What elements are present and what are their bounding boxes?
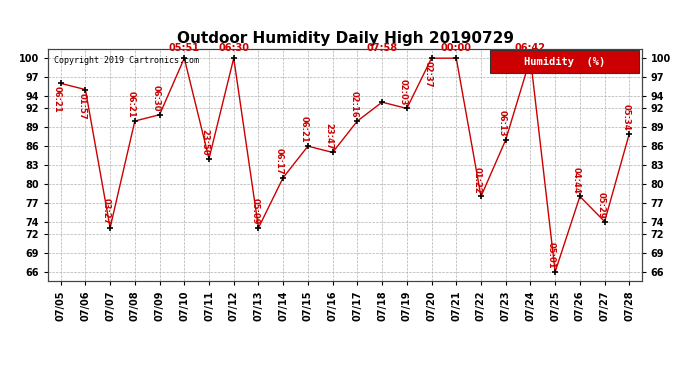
- Text: 06:30: 06:30: [151, 85, 160, 112]
- Text: 06:13: 06:13: [497, 110, 506, 137]
- Text: 02:03: 02:03: [399, 79, 408, 105]
- Text: 02:37: 02:37: [424, 62, 433, 88]
- Text: 00:00: 00:00: [441, 43, 472, 53]
- Text: 05:34: 05:34: [621, 104, 630, 130]
- FancyBboxPatch shape: [491, 50, 639, 73]
- Text: 05:09: 05:09: [250, 198, 259, 225]
- Title: Outdoor Humidity Daily High 20190729: Outdoor Humidity Daily High 20190729: [177, 31, 513, 46]
- Text: Copyright 2019 Cartronics.com: Copyright 2019 Cartronics.com: [55, 56, 199, 65]
- Text: 23:50: 23:50: [201, 129, 210, 156]
- Text: 05:51: 05:51: [169, 43, 200, 53]
- Text: 05:01: 05:01: [547, 242, 556, 268]
- Text: 05:29: 05:29: [596, 192, 605, 218]
- Text: 06:21: 06:21: [299, 116, 308, 143]
- Text: 03:27: 03:27: [102, 198, 111, 225]
- Text: 01:22: 01:22: [473, 166, 482, 193]
- Text: Humidity  (%): Humidity (%): [524, 57, 605, 66]
- Text: 06:21: 06:21: [127, 91, 136, 118]
- Text: 02:16: 02:16: [349, 91, 358, 118]
- Text: 06:30: 06:30: [218, 43, 249, 53]
- Text: 01:57: 01:57: [77, 93, 86, 119]
- Text: 06:17: 06:17: [275, 148, 284, 174]
- Text: 04:44: 04:44: [572, 166, 581, 193]
- Text: 23:47: 23:47: [324, 123, 333, 149]
- Text: 07:58: 07:58: [366, 43, 397, 53]
- Text: 06:21: 06:21: [52, 87, 61, 113]
- Text: 06:42: 06:42: [515, 43, 546, 53]
